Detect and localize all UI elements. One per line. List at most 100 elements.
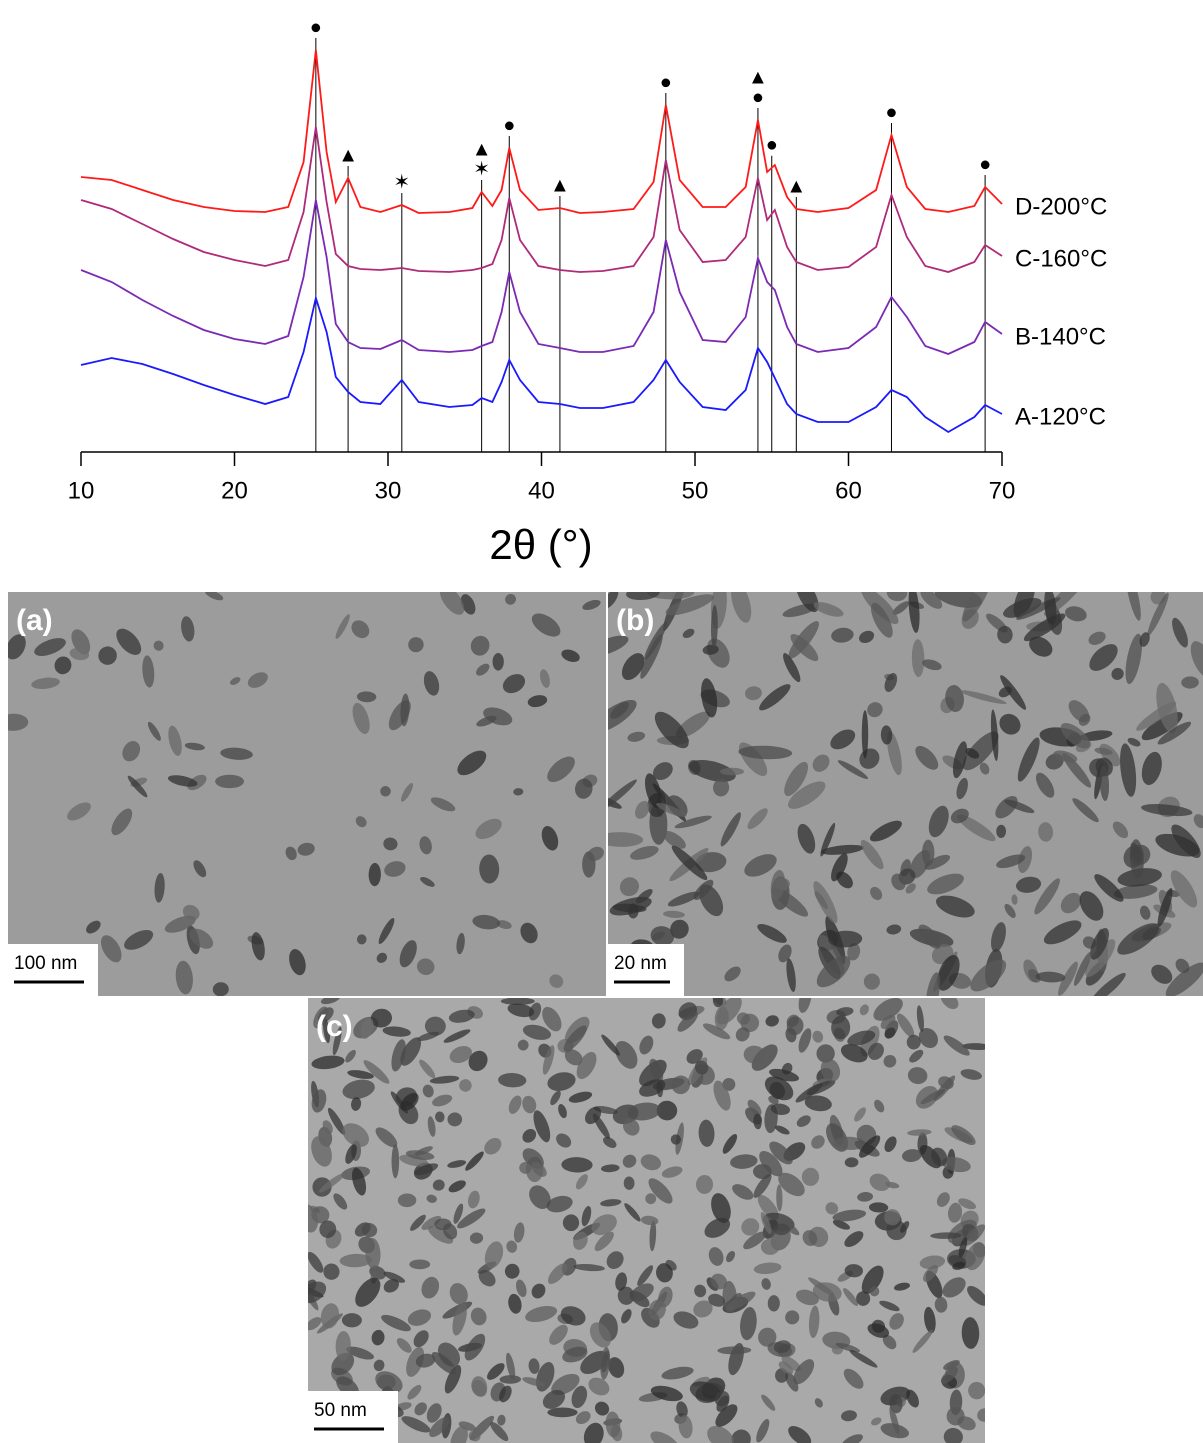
particle (469, 1232, 484, 1244)
particle (670, 1134, 681, 1145)
particle (943, 1035, 970, 1056)
micrograph (308, 998, 985, 1443)
particle (883, 1054, 897, 1068)
particle (908, 592, 920, 633)
particle (708, 1293, 726, 1307)
particle (342, 1079, 375, 1100)
particle (1004, 799, 1035, 814)
particle (513, 788, 524, 796)
particle (787, 781, 826, 809)
particle (673, 1311, 699, 1329)
x-tick-label: 20 (221, 477, 248, 504)
particle (924, 1306, 936, 1334)
particle (686, 1049, 703, 1064)
particle (432, 1094, 453, 1107)
particle (880, 1423, 909, 1439)
particle (127, 775, 148, 798)
particle (759, 684, 791, 711)
series-label: C-160°C (1015, 245, 1107, 272)
particle (551, 1373, 580, 1396)
particle (448, 1009, 475, 1023)
particle (891, 873, 906, 891)
particle (841, 1434, 863, 1443)
series-line (80, 126, 1003, 273)
particle (320, 998, 341, 1005)
particle (356, 934, 367, 945)
panel-label: (b) (616, 604, 654, 637)
particle (323, 1263, 340, 1280)
series-label: A-120°C (1015, 403, 1106, 430)
particle (423, 671, 440, 696)
particle (429, 1075, 460, 1084)
particle (556, 1133, 572, 1148)
particle (351, 1097, 362, 1111)
particle (717, 1346, 752, 1355)
particle (1017, 737, 1040, 782)
particle (765, 1015, 779, 1027)
particle (868, 1202, 889, 1213)
particle (867, 1323, 890, 1338)
particle (715, 1404, 738, 1427)
particle (1085, 939, 1116, 977)
particle (940, 1367, 959, 1384)
particle (471, 1376, 488, 1397)
particle (100, 935, 122, 963)
particle (371, 1329, 385, 1346)
particle (922, 1265, 939, 1282)
particle (990, 709, 999, 761)
particle (837, 760, 869, 780)
particle (783, 653, 801, 683)
reflection-symbol: ✶ (473, 158, 490, 180)
particle (832, 1209, 867, 1222)
particle (31, 677, 60, 689)
x-tick-label: 40 (528, 477, 555, 504)
particle (448, 1180, 466, 1193)
particle (323, 1017, 331, 1044)
particle (147, 721, 161, 741)
particle (753, 1262, 782, 1275)
particle (331, 1352, 355, 1376)
particle (970, 959, 1007, 992)
particle (1028, 969, 1041, 983)
particle (182, 904, 200, 921)
particle (1099, 765, 1110, 802)
particle (1094, 747, 1113, 755)
particle (1139, 905, 1151, 920)
particle (373, 1359, 385, 1372)
particle (1112, 821, 1129, 839)
particle (671, 1075, 691, 1095)
particle (627, 903, 639, 919)
particle (662, 830, 686, 849)
reflection-symbol: ● (979, 153, 991, 175)
particle (381, 1314, 411, 1332)
particle (758, 1327, 777, 1347)
particle (479, 854, 500, 884)
reflection-symbol: ▲ (748, 66, 768, 88)
particle (457, 1208, 486, 1229)
particle (339, 1253, 372, 1268)
particle (431, 1351, 457, 1375)
particle (956, 777, 968, 800)
particle (677, 1011, 698, 1032)
particle (8, 713, 29, 731)
particle (859, 630, 875, 644)
series-label: D-200°C (1015, 193, 1107, 220)
particle (743, 1045, 766, 1064)
particle (940, 998, 959, 1010)
particle (413, 1330, 429, 1348)
particle (806, 1080, 836, 1096)
particle (426, 1194, 437, 1203)
particle (601, 1034, 620, 1056)
particle (773, 888, 809, 917)
particle (627, 731, 646, 742)
particle (447, 1112, 463, 1127)
particle (608, 592, 619, 609)
particle (1090, 927, 1109, 960)
reflection-symbol: ● (752, 86, 764, 108)
particle (769, 1141, 793, 1165)
particle (802, 1230, 818, 1246)
particle (542, 1045, 555, 1075)
particle (778, 1172, 805, 1197)
particle (879, 1300, 900, 1312)
particle (415, 1353, 436, 1368)
